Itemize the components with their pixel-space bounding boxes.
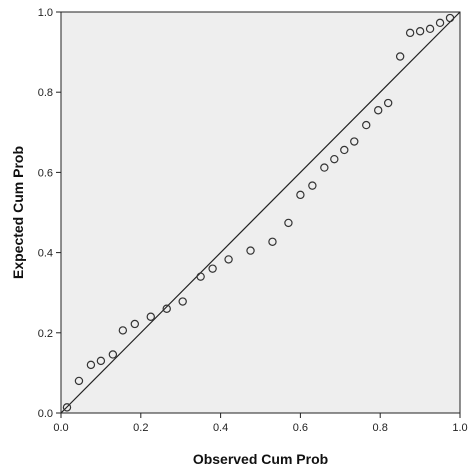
y-tick-label: 0.8 <box>38 87 53 99</box>
data-point <box>208 264 217 273</box>
data-point <box>284 218 293 228</box>
data-point <box>330 154 339 164</box>
data-point <box>350 137 359 146</box>
data-points <box>62 13 455 412</box>
x-axis-ticks: 0.0 0.2 0.4 0.6 0.8 1.0 <box>53 413 468 434</box>
data-point <box>296 190 305 200</box>
data-point <box>405 28 415 38</box>
data-point <box>425 24 435 34</box>
data-point <box>74 376 84 386</box>
x-tick-label: 0.0 <box>53 422 68 434</box>
data-point <box>96 356 106 366</box>
data-point <box>162 304 171 313</box>
data-point <box>224 255 233 264</box>
data-point <box>130 319 140 329</box>
x-tick-label: 0.2 <box>133 422 148 434</box>
data-point <box>395 52 405 61</box>
x-tick-label: 0.4 <box>213 422 228 434</box>
data-point <box>320 163 329 172</box>
data-point <box>435 18 445 28</box>
y-tick-label: 0.6 <box>38 167 53 179</box>
reference-line <box>60 11 461 414</box>
data-point <box>62 403 72 412</box>
data-point <box>246 246 255 255</box>
y-axis-ticks: 0.0 0.2 0.4 0.6 0.8 1.0 <box>38 7 61 420</box>
data-point <box>445 13 455 23</box>
data-point <box>415 27 425 36</box>
y-tick-label: 0.0 <box>38 408 53 420</box>
data-point <box>118 326 128 335</box>
x-tick-label: 0.8 <box>373 422 388 434</box>
y-tick-label: 0.4 <box>38 248 53 260</box>
data-point <box>178 297 187 306</box>
data-point <box>340 145 349 155</box>
data-point <box>308 181 317 190</box>
y-axis-title: Expected Cum Prob <box>10 146 26 279</box>
data-point <box>86 360 96 370</box>
y-tick-label: 0.2 <box>38 328 53 340</box>
data-point <box>362 120 371 130</box>
data-point <box>374 106 383 115</box>
y-tick-label: 1.0 <box>38 7 53 19</box>
x-tick-label: 1.0 <box>452 422 467 434</box>
x-axis-title: Observed Cum Prob <box>193 451 328 467</box>
data-point <box>196 272 205 281</box>
data-point <box>108 350 118 359</box>
data-point <box>146 312 155 321</box>
data-point <box>383 98 393 108</box>
data-point <box>268 237 277 246</box>
x-tick-label: 0.6 <box>293 422 308 434</box>
